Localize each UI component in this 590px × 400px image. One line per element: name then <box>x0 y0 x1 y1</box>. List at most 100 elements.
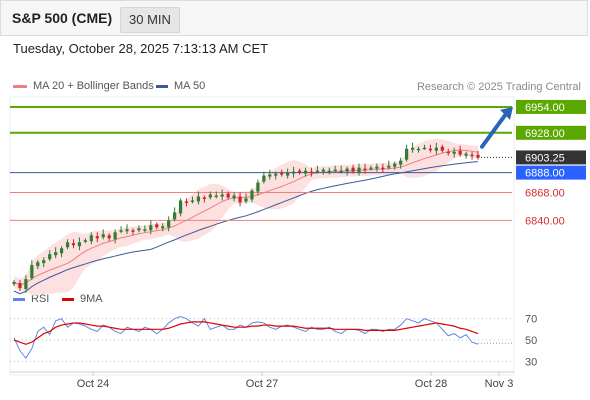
candle-body <box>434 147 438 151</box>
candle-body <box>399 160 403 165</box>
rsi-tick-label: 70 <box>525 314 537 326</box>
level-label: 6954.00 <box>525 102 565 114</box>
candle-body <box>363 168 367 171</box>
projection-arrow <box>480 111 508 149</box>
candle-body <box>190 200 195 202</box>
x-axis-label: Oct 27 <box>246 378 278 390</box>
legend-rsi[interactable]: RSI <box>13 293 49 305</box>
candle-body <box>143 229 147 231</box>
candle-body <box>345 168 349 172</box>
rsi-swatch <box>13 297 25 301</box>
rsi-label: RSI <box>31 293 50 305</box>
candle-body <box>321 169 325 172</box>
candle-body <box>458 150 462 155</box>
candle-body <box>131 230 135 232</box>
level-label-bg <box>516 150 586 165</box>
candle-body <box>440 146 444 151</box>
candle-body <box>476 154 480 158</box>
candle-body <box>65 242 70 248</box>
x-axis-label: Nov 3 <box>485 378 514 390</box>
projection-arrowhead <box>500 106 513 120</box>
candle-body <box>422 147 427 150</box>
candle-body <box>405 148 409 160</box>
rsi-ma-line <box>13 321 479 345</box>
timeframe-button[interactable]: 30 MIN <box>120 7 180 33</box>
candle-body <box>381 167 385 170</box>
candle-body <box>167 220 171 228</box>
candle-body <box>208 194 212 198</box>
candle-body <box>375 166 379 169</box>
level-label: 6903.25 <box>525 152 565 164</box>
legend-ma50[interactable]: MA 50 <box>156 80 205 92</box>
candle-body <box>184 201 189 203</box>
copyright-text: Research © 2025 Trading Central <box>416 81 581 93</box>
candle-body <box>232 195 236 199</box>
candle-body <box>238 196 242 203</box>
candle-body <box>196 196 201 202</box>
candle-body <box>48 254 52 260</box>
level-label-bg <box>516 125 586 140</box>
candle-body <box>428 148 433 151</box>
ma50-swatch <box>156 84 168 88</box>
ma9-swatch <box>62 297 74 301</box>
x-axis-label: Oct 24 <box>77 378 109 390</box>
rsi-line <box>13 316 479 359</box>
candle-body <box>101 234 105 238</box>
candle-body <box>410 147 415 150</box>
candle-body <box>95 236 99 239</box>
candle-body <box>77 242 82 247</box>
legend-ma20[interactable]: MA 20 + Bollinger Bands <box>13 80 154 92</box>
candle-body <box>291 171 296 174</box>
candle-body <box>149 225 153 231</box>
candle-body <box>333 169 337 172</box>
rsi-tick-label: 50 <box>525 335 537 347</box>
instrument-name: S&P 500 (CME) <box>12 10 113 26</box>
candle-body <box>452 151 456 154</box>
chart-timestamp: Tuesday, October 28, 2025 7:13:13 AM CET <box>13 41 269 56</box>
candle-body <box>119 230 123 232</box>
candle-body <box>137 228 141 231</box>
candle-body <box>214 195 218 197</box>
candle-body <box>268 174 272 177</box>
level-label-bg <box>516 165 586 180</box>
candle-body <box>297 170 302 173</box>
ma9-label: 9MA <box>80 293 103 305</box>
candle-body <box>280 172 284 175</box>
candle-body <box>464 153 468 156</box>
candle-body <box>250 190 254 200</box>
candle-body <box>286 172 290 176</box>
candle-body <box>416 148 421 151</box>
candle-body <box>446 151 450 154</box>
candle-body <box>315 170 319 173</box>
candle-body <box>107 235 111 239</box>
candle-body <box>161 226 165 229</box>
level-label: 6928.00 <box>525 128 565 140</box>
legend-9ma[interactable]: 9MA <box>62 293 103 305</box>
candle-body <box>18 283 22 289</box>
ma20-label: MA 20 + Bollinger Bands <box>33 80 154 92</box>
candle-body <box>89 235 93 242</box>
candle-body <box>351 167 355 172</box>
candle-body <box>178 200 183 214</box>
candle-body <box>42 260 46 264</box>
candle-body <box>339 170 343 173</box>
candle-body <box>470 154 474 157</box>
candle-body <box>327 170 331 173</box>
candle-body <box>393 163 397 167</box>
ma50-line <box>13 161 479 295</box>
level-label: 6868.00 <box>525 188 565 200</box>
candle-body <box>155 224 159 228</box>
candle-body <box>303 170 308 174</box>
candle-body <box>357 167 361 173</box>
candle-body <box>387 165 391 168</box>
candle-body <box>113 232 117 240</box>
candle-body <box>202 197 206 199</box>
candle-body <box>54 252 58 256</box>
candle-body <box>226 193 230 198</box>
ma50-label: MA 50 <box>174 80 206 92</box>
level-label: 6888.00 <box>525 168 565 180</box>
candle-body <box>309 171 314 174</box>
candle-body <box>59 248 64 254</box>
candle-body <box>244 198 248 202</box>
